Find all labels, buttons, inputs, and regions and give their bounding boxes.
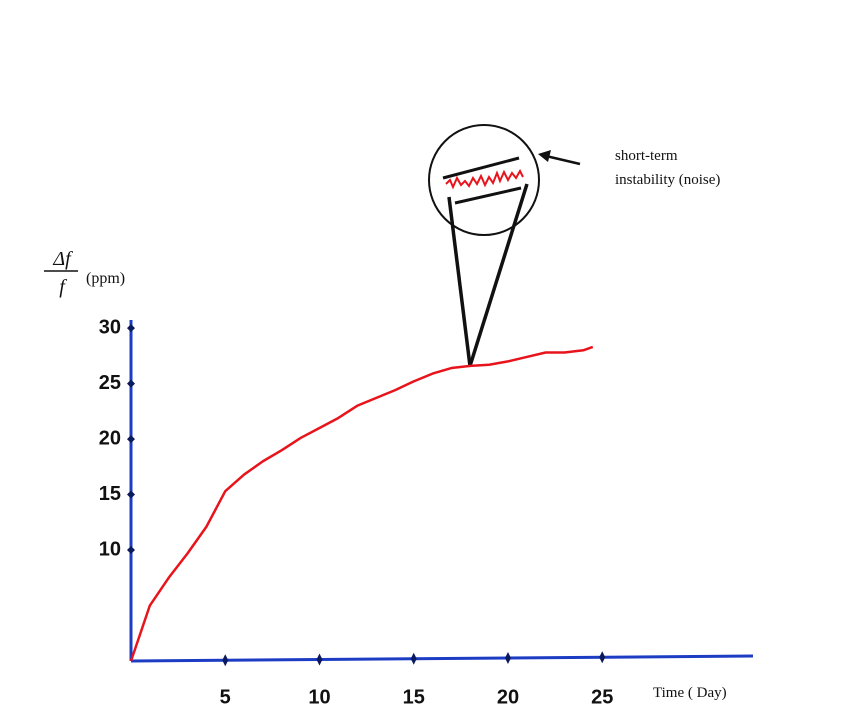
y-tick-label: 15 (99, 483, 121, 505)
x-tick-label: 15 (403, 686, 425, 708)
y-tick-mark (127, 379, 135, 388)
x-tick-label: 10 (308, 686, 330, 708)
x-tick-mark (410, 652, 417, 665)
annotation: short-term (615, 148, 678, 164)
y-tick-mark (127, 324, 135, 333)
arrow-head (538, 150, 551, 162)
x-axis (130, 654, 754, 663)
x-tick-label: 20 (497, 686, 519, 708)
y-label-unit: (ppm) (86, 270, 125, 287)
y-tick-mark (127, 435, 135, 444)
arrow (545, 154, 581, 166)
inset-connector (468, 183, 529, 367)
y-label-denominator: f (59, 276, 67, 298)
x-tick-mark (222, 654, 229, 667)
y-tick-label: 10 (99, 538, 121, 560)
y-tick-label: 25 (99, 372, 121, 394)
y-tick-mark (127, 490, 135, 499)
x-tick-mark (316, 653, 323, 666)
annotation: instability (noise) (615, 172, 720, 188)
inset-noise (445, 168, 524, 190)
inset-bound (442, 156, 520, 180)
inset-circle (428, 124, 540, 236)
inset-bound (454, 186, 522, 205)
y-tick-label: 30 (99, 316, 121, 338)
x-axis-label: Time ( Day) (653, 685, 727, 701)
x-tick-mark (504, 651, 511, 664)
x-tick-mark (599, 651, 606, 664)
inset-connector (447, 196, 472, 367)
y-label-numerator: Δf (52, 248, 73, 270)
x-tick-label: 25 (591, 686, 613, 708)
data-line (129, 345, 594, 662)
y-tick-mark (127, 546, 135, 555)
y-tick-label: 20 (99, 427, 121, 449)
x-tick-label: 5 (220, 686, 231, 708)
